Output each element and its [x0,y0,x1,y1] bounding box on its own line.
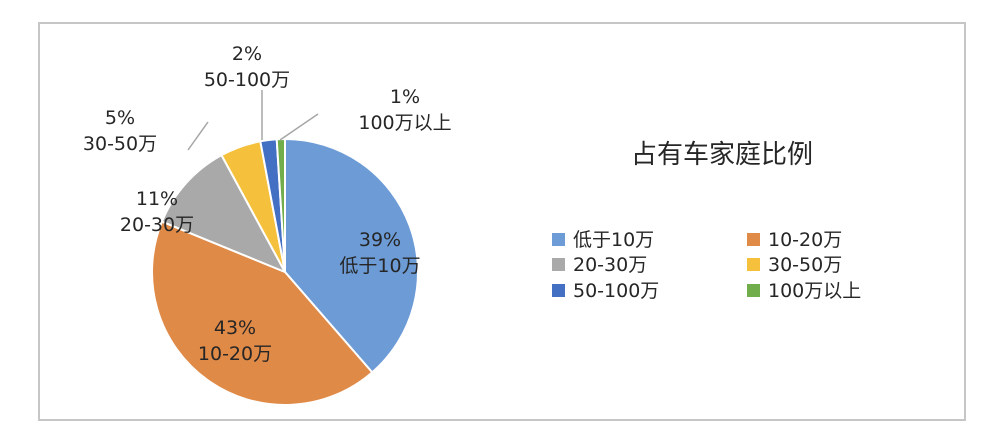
legend-swatch-3 [747,258,760,271]
legend-swatch-2 [552,258,565,271]
data-label-category-2: 20-30万 [120,214,194,236]
data-labels: 39% 低于10万 43% 10-20万 11% 20-30万 5% 30-50万 2% 50-1… [83,43,452,365]
legend-swatch-1 [747,233,760,246]
data-label-category-3: 30-50万 [83,133,157,155]
pie-slice-1 [151,220,374,406]
legend-label-3: 30-50万 [768,254,842,276]
leader-line-3 [187,121,209,151]
legend-label-5: 100万以上 [768,280,861,302]
data-label-percent-3: 5% [105,107,135,129]
data-label-category-0: 低于10万 [339,255,420,277]
data-label-percent-2: 11% [136,188,178,210]
legend-swatch-5 [747,284,760,297]
data-label-category-4: 50-100万 [204,69,290,91]
data-label-category-1: 10-20万 [198,343,272,365]
legend-label-0: 低于10万 [573,229,654,251]
pie-slice-2 [160,153,288,274]
pie-slice-0 [284,137,419,374]
leader-line-5 [279,113,319,141]
legend-label-4: 50-100万 [573,280,659,302]
legend: 低于10万 10-20万 20-30万 30-50万 50-100万 100万以上 [552,229,861,302]
data-label-percent-5: 1% [390,86,420,108]
legend-label-2: 20-30万 [573,254,647,276]
data-label-percent-1: 43% [214,317,256,339]
leader-lines [187,90,319,151]
legend-label-1: 10-20万 [768,229,842,251]
data-label-category-5: 100万以上 [358,112,451,134]
legend-swatch-4 [552,284,565,297]
chart-title: 占有车家庭比例 [631,140,813,170]
data-label-percent-4: 2% [232,43,262,65]
legend-swatch-0 [552,233,565,246]
data-label-percent-0: 39% [359,229,401,251]
pie-slices [151,137,419,406]
